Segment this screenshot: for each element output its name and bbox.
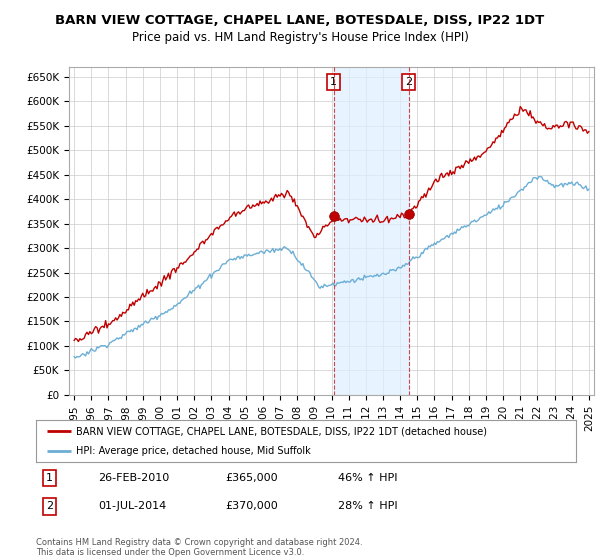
Text: HPI: Average price, detached house, Mid Suffolk: HPI: Average price, detached house, Mid … xyxy=(77,446,311,456)
Text: 28% ↑ HPI: 28% ↑ HPI xyxy=(338,501,398,511)
Text: £370,000: £370,000 xyxy=(225,501,278,511)
Text: BARN VIEW COTTAGE, CHAPEL LANE, BOTESDALE, DISS, IP22 1DT: BARN VIEW COTTAGE, CHAPEL LANE, BOTESDAL… xyxy=(55,14,545,27)
Text: 1: 1 xyxy=(330,77,337,87)
Text: 2: 2 xyxy=(405,77,412,87)
Text: 01-JUL-2014: 01-JUL-2014 xyxy=(98,501,166,511)
Text: Price paid vs. HM Land Registry's House Price Index (HPI): Price paid vs. HM Land Registry's House … xyxy=(131,31,469,44)
Text: 26-FEB-2010: 26-FEB-2010 xyxy=(98,473,169,483)
Text: BARN VIEW COTTAGE, CHAPEL LANE, BOTESDALE, DISS, IP22 1DT (detached house): BARN VIEW COTTAGE, CHAPEL LANE, BOTESDAL… xyxy=(77,426,487,436)
Text: 46% ↑ HPI: 46% ↑ HPI xyxy=(338,473,398,483)
Text: Contains HM Land Registry data © Crown copyright and database right 2024.
This d: Contains HM Land Registry data © Crown c… xyxy=(36,538,362,557)
Text: 2: 2 xyxy=(46,501,53,511)
Text: 1: 1 xyxy=(46,473,53,483)
Bar xyxy=(334,67,409,395)
Text: £365,000: £365,000 xyxy=(225,473,278,483)
